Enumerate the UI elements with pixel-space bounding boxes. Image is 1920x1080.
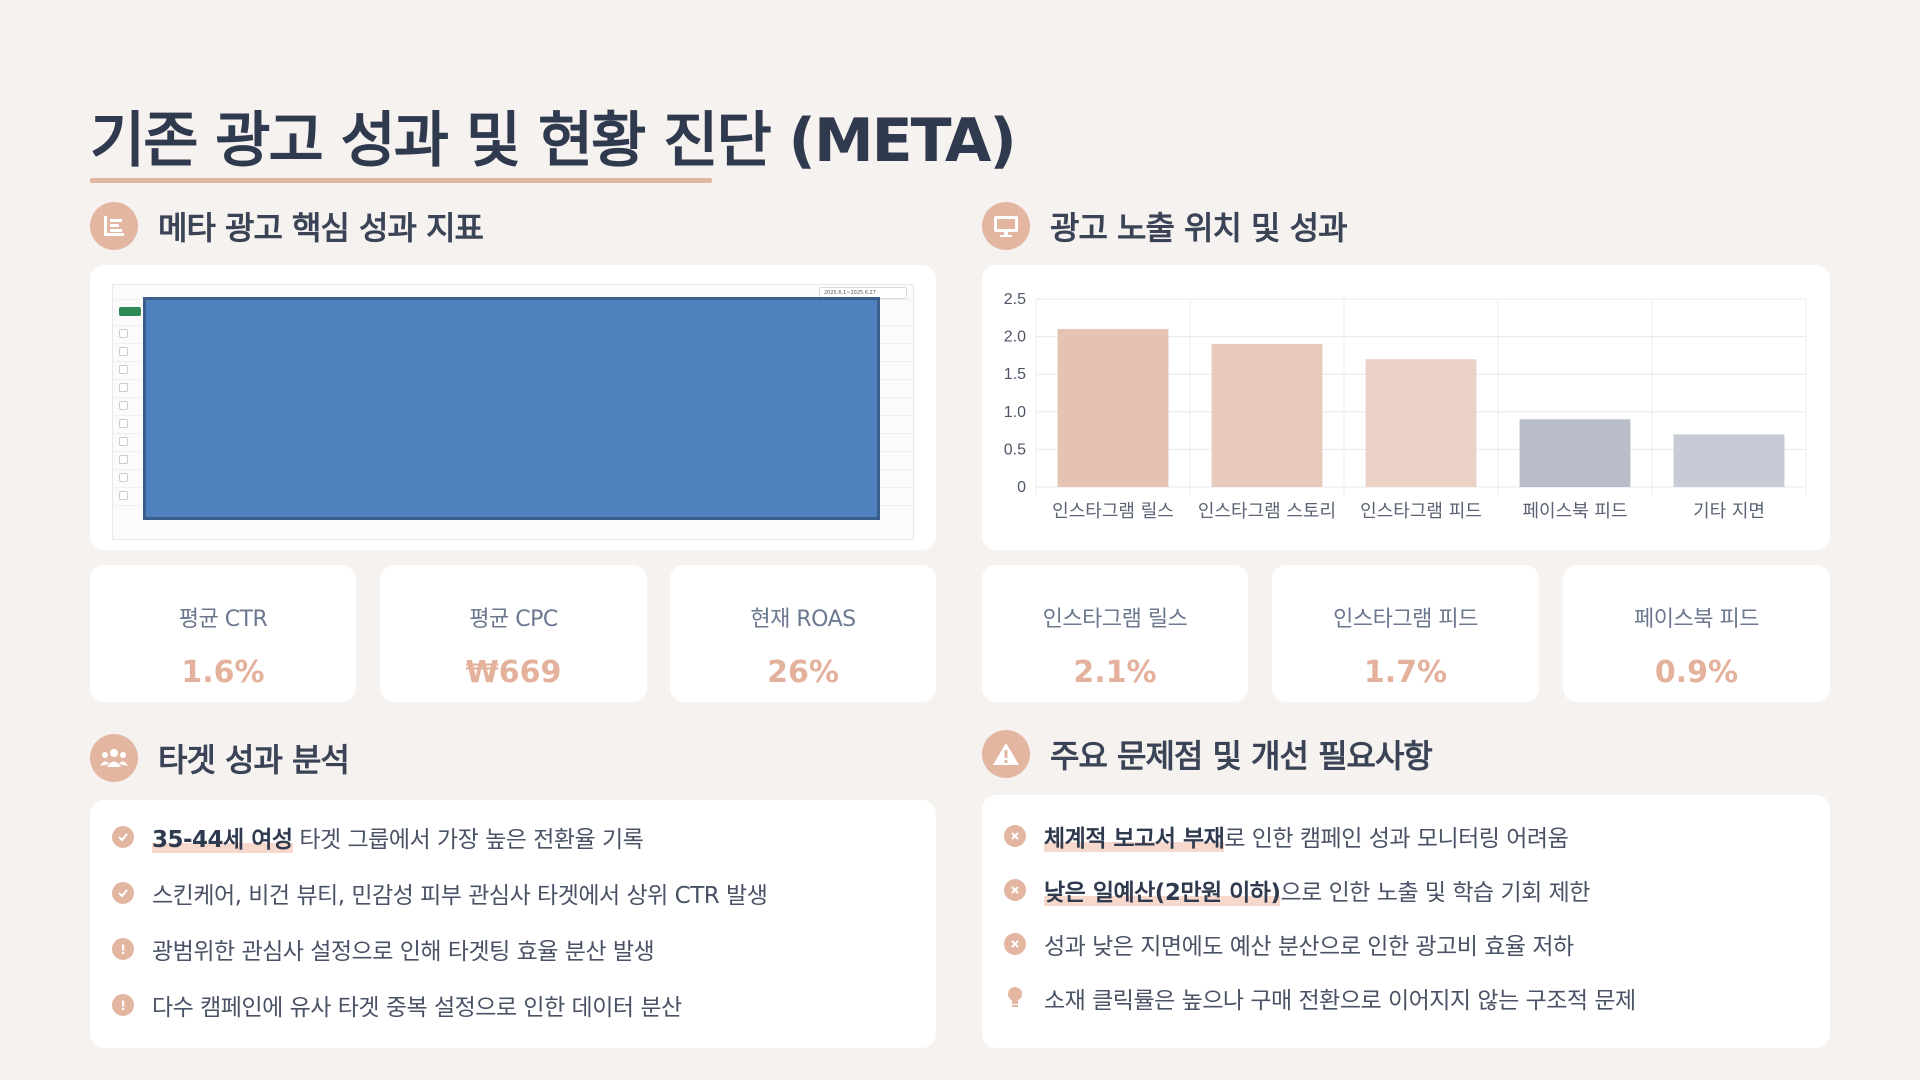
list-item: 스킨케어, 비건 뷰티, 민감성 피부 관심사 타겟에서 상위 CTR 발생 xyxy=(112,876,768,910)
kpi-label: 인스타그램 피드 xyxy=(1333,607,1478,632)
bar xyxy=(1519,419,1631,487)
y-tick-label: 0.5 xyxy=(1004,441,1026,458)
list-item: 체계적 보고서 부재로 인한 캠페인 성과 모니터링 어려움 xyxy=(1004,819,1569,853)
highlight-text: 낮은 일예산(2만원 이하) xyxy=(1044,880,1281,906)
placement-kpi-card-reels: 인스타그램 릴스 2.1% xyxy=(982,565,1248,702)
kpi-label: 인스타그램 릴스 xyxy=(1042,607,1188,632)
y-tick-label: 1.0 xyxy=(1004,404,1026,421)
list-item-text: 성과 낮은 지면에도 예산 분산으로 인한 광고비 효율 저하 xyxy=(1044,927,1574,961)
list-item: 다수 캠페인에 유사 타겟 중복 설정으로 인한 데이터 분산 xyxy=(112,988,682,1022)
kpi-value: 1.6% xyxy=(181,655,265,690)
list-item-text: 35-44세 여성 타겟 그룹에서 가장 높은 전환율 기록 xyxy=(152,820,644,854)
kpi-label: 평균 CTR xyxy=(178,607,268,632)
bar xyxy=(1673,434,1785,487)
target-section-header: 타겟 성과 분석 xyxy=(90,734,350,782)
kpi-section-title: 메타 광고 핵심 성과 지표 xyxy=(158,209,484,247)
list-item: 소재 클릭률은 높으나 구매 전환으로 이어지지 않는 구조적 문제 xyxy=(1004,981,1636,1015)
monitor-icon xyxy=(982,202,1030,250)
check-icon xyxy=(112,826,134,848)
list-item-text: 낮은 일예산(2만원 이하)으로 인한 노출 및 학습 기회 제한 xyxy=(1044,873,1590,907)
x-icon xyxy=(1004,879,1026,901)
x-tick-label: 인스타그램 피드 xyxy=(1360,501,1482,522)
create-button-thumbnail xyxy=(119,307,141,316)
kpi-value: 1.7% xyxy=(1363,655,1448,690)
list-item: 광범위한 관심사 설정으로 인해 타겟팅 효율 분산 발생 xyxy=(112,932,655,966)
report-icon xyxy=(90,202,138,250)
placement-bar-chart: 0 0.5 1.0 1.5 2.0 2.5 인스타그램 릴스 인스타그램 스토리 인스타그램 피… xyxy=(1004,291,1807,522)
list-item-text: 광범위한 관심사 설정으로 인해 타겟팅 효율 분산 발생 xyxy=(152,932,655,966)
issues-section-header: 주요 문제점 및 개선 필요사항 xyxy=(982,730,1433,778)
warning-icon xyxy=(982,730,1030,778)
bar xyxy=(1211,344,1323,487)
item-text: 광범위한 관심사 설정으로 인해 타겟팅 효율 분산 발생 xyxy=(152,939,655,965)
y-tick-label: 2.0 xyxy=(1004,329,1026,346)
item-text: 성과 낮은 지면에도 예산 분산으로 인한 광고비 효율 저하 xyxy=(1044,934,1574,960)
list-item: 낮은 일예산(2만원 이하)으로 인한 노출 및 학습 기회 제한 xyxy=(1004,873,1590,907)
ads-manager-screenshot-card: 2025.6.1~2025.6.27 xyxy=(90,265,936,550)
highlight-text: 체계적 보고서 부재 xyxy=(1044,826,1225,852)
x-tick-label: 페이스북 피드 xyxy=(1522,501,1627,522)
kpi-value: 0.9% xyxy=(1654,655,1739,690)
lightbulb-icon xyxy=(1004,985,1026,1011)
kpi-card-roas: 현재 ROAS 26% xyxy=(670,565,936,702)
kpi-value: 26% xyxy=(767,655,839,690)
kpi-value: 2.1% xyxy=(1073,655,1157,690)
list-item: 성과 낮은 지면에도 예산 분산으로 인한 광고비 효율 저하 xyxy=(1004,927,1574,961)
placement-kpi-card-fb-feed: 페이스북 피드 0.9% xyxy=(1563,565,1830,702)
issues-section-title: 주요 문제점 및 개선 필요사항 xyxy=(1050,737,1433,775)
y-tick-label: 1.5 xyxy=(1004,366,1026,383)
placement-section-title: 광고 노출 위치 및 성과 xyxy=(1050,209,1348,247)
x-icon xyxy=(1004,933,1026,955)
check-icon xyxy=(112,882,134,904)
item-text: 타겟 그룹에서 가장 높은 전환율 기록 xyxy=(292,827,644,853)
y-tick-label: 2.5 xyxy=(1004,291,1026,308)
kpi-label: 평균 CPC xyxy=(469,607,558,632)
target-section-title: 타겟 성과 분석 xyxy=(158,741,350,779)
title-underline xyxy=(90,178,712,183)
alert-icon xyxy=(112,938,134,960)
kpi-value: ₩669 xyxy=(465,655,562,690)
placement-chart-card: 0 0.5 1.0 1.5 2.0 2.5 인스타그램 릴스 인스타그램 스토리 인스타그램 피… xyxy=(982,265,1830,550)
kpi-card-ctr: 평균 CTR 1.6% xyxy=(90,565,356,702)
item-text: 로 인한 캠페인 성과 모니터링 어려움 xyxy=(1224,826,1569,852)
highlight-text: 35-44세 여성 xyxy=(152,827,293,853)
kpi-label: 현재 ROAS xyxy=(750,607,856,632)
kpi-card-cpc: 평균 CPC ₩669 xyxy=(380,565,647,702)
redacted-area xyxy=(143,297,880,520)
y-tick-label: 0 xyxy=(1017,479,1026,496)
kpi-section-header: 메타 광고 핵심 성과 지표 xyxy=(90,202,484,250)
item-text: 으로 인한 노출 및 학습 기회 제한 xyxy=(1280,880,1590,906)
item-text: 다수 캠페인에 유사 타겟 중복 설정으로 인한 데이터 분산 xyxy=(152,995,682,1021)
list-item: 35-44세 여성 타겟 그룹에서 가장 높은 전환율 기록 xyxy=(112,820,644,854)
placement-kpi-card-ig-feed: 인스타그램 피드 1.7% xyxy=(1272,565,1539,702)
placement-section-header: 광고 노출 위치 및 성과 xyxy=(982,202,1348,250)
x-icon xyxy=(1004,825,1026,847)
list-item-text: 소재 클릭률은 높으나 구매 전환으로 이어지지 않는 구조적 문제 xyxy=(1044,981,1636,1015)
alert-icon xyxy=(112,994,134,1016)
kpi-label: 페이스북 피드 xyxy=(1634,607,1759,632)
ads-manager-screenshot: 2025.6.1~2025.6.27 xyxy=(112,284,914,540)
item-text: 소재 클릭률은 높으나 구매 전환으로 이어지지 않는 구조적 문제 xyxy=(1044,988,1636,1014)
list-item-text: 체계적 보고서 부재로 인한 캠페인 성과 모니터링 어려움 xyxy=(1044,819,1569,853)
bar xyxy=(1057,329,1169,487)
list-item-text: 스킨케어, 비건 뷰티, 민감성 피부 관심사 타겟에서 상위 CTR 발생 xyxy=(152,876,768,910)
bar xyxy=(1365,359,1477,487)
users-icon xyxy=(90,734,138,782)
item-text: 스킨케어, 비건 뷰티, 민감성 피부 관심사 타겟에서 상위 CTR 발생 xyxy=(152,883,768,909)
list-item-text: 다수 캠페인에 유사 타겟 중복 설정으로 인한 데이터 분산 xyxy=(152,988,682,1022)
x-tick-label: 인스타그램 릴스 xyxy=(1052,501,1174,522)
page-title: 기존 광고 성과 및 현황 진단 (META) xyxy=(90,106,1017,176)
x-tick-label: 인스타그램 스토리 xyxy=(1198,501,1336,522)
x-tick-label: 기타 지면 xyxy=(1693,501,1765,522)
